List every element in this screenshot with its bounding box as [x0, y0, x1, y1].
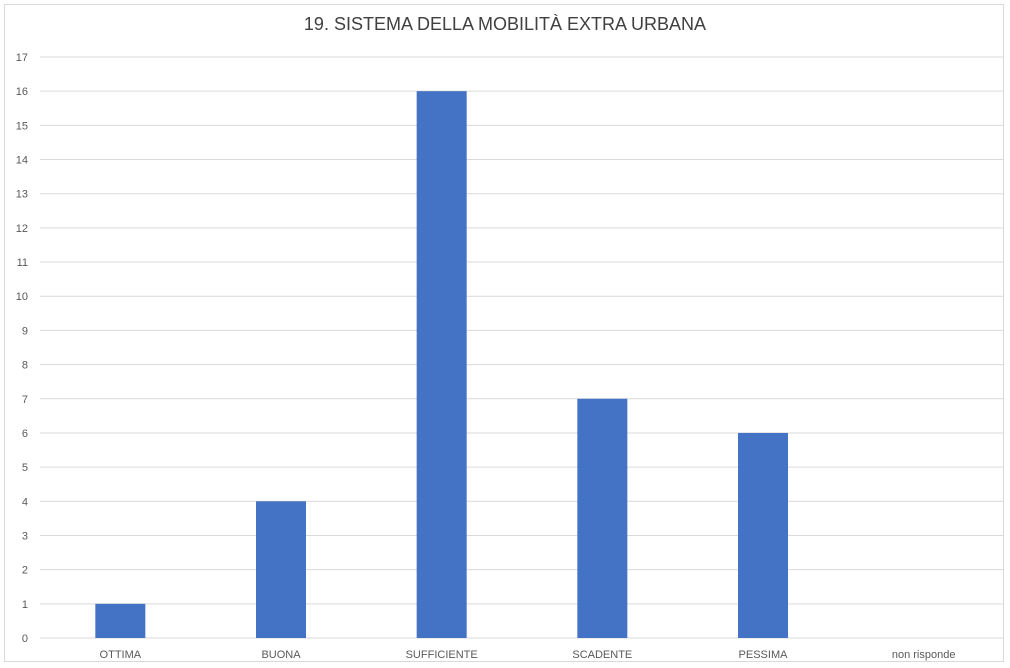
x-tick-label: OTTIMA	[100, 649, 142, 661]
y-tick-label: 16	[16, 86, 28, 98]
y-tick-label: 17	[16, 52, 28, 64]
bar	[738, 432, 788, 638]
y-tick-label: 11	[17, 257, 28, 269]
y-tick-label: 4	[22, 496, 28, 508]
x-tick-label: SCADENTE	[572, 649, 632, 661]
x-tick-label: BUONA	[261, 649, 301, 661]
y-tick-label: 8	[22, 360, 28, 372]
y-tick-label: 13	[16, 189, 28, 201]
y-tick-label: 1	[22, 599, 28, 611]
y-tick-label: 12	[16, 223, 28, 235]
x-tick-label: SUFFICIENTE	[406, 649, 478, 661]
bar	[577, 398, 628, 638]
chart-title: 19. SISTEMA DELLA MOBILITÀ EXTRA URBANA	[303, 14, 707, 34]
bar	[416, 91, 467, 639]
x-tick-label: PESSIMA	[739, 649, 789, 661]
bar	[95, 603, 146, 638]
x-tick-label: non risponde	[892, 649, 956, 661]
y-tick-label: 2	[22, 565, 28, 577]
y-tick-label: 14	[16, 155, 28, 167]
y-tick-label: 7	[22, 394, 28, 406]
bar	[256, 501, 306, 638]
y-tick-label: 5	[22, 462, 28, 474]
y-tick-label: 9	[22, 325, 28, 337]
y-tick-label: 10	[16, 291, 28, 303]
y-tick-label: 15	[16, 120, 28, 132]
y-tick-label: 6	[22, 428, 28, 440]
chart-area	[4, 4, 1004, 662]
y-tick-label: 0	[22, 633, 28, 645]
y-tick-label: 3	[22, 530, 28, 542]
